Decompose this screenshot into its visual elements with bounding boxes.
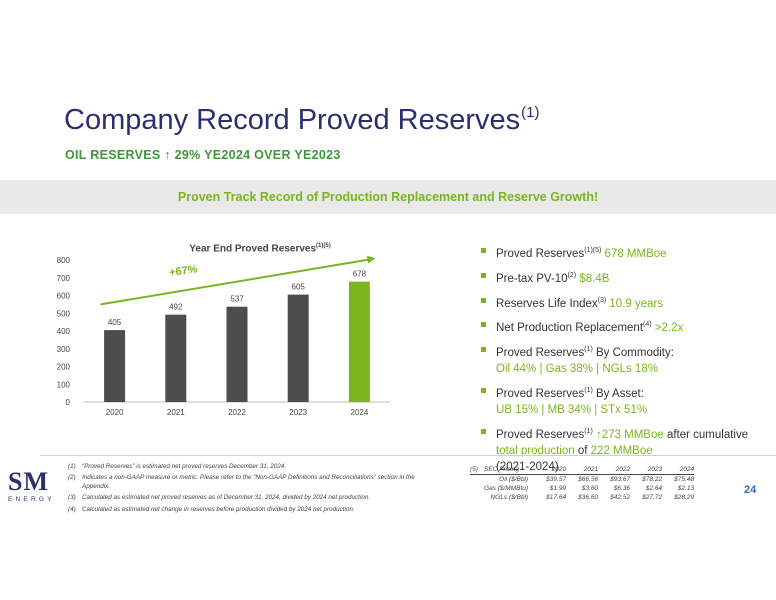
- footnote: (1) “Proved Reserves” is estimated net pr…: [68, 463, 287, 470]
- bar: [226, 306, 248, 402]
- x-tick-label: 2020: [106, 408, 124, 417]
- list-item: Proved Reserves(1) By Asset: UB 15% | MB…: [481, 383, 771, 418]
- x-tick-label: 2024: [351, 408, 369, 417]
- banner-text: Proven Track Record of Production Replac…: [177, 190, 599, 204]
- bar: [104, 330, 126, 402]
- list-item: Net Production Replacement(4) >2.2x: [481, 317, 771, 336]
- bar-value-label: 492: [169, 303, 183, 312]
- x-tick-label: 2023: [289, 408, 307, 417]
- footer-divider: [40, 455, 776, 456]
- table-row: Oil ($/Bbl) $39.57 $66.56 $93.67 $78.22 …: [499, 476, 695, 483]
- bar: [165, 314, 187, 402]
- y-tick-label: 600: [57, 292, 71, 301]
- bar: [287, 294, 309, 402]
- trend-line: [100, 258, 370, 306]
- highlight-banner: Proven Track Record of Production Replac…: [0, 180, 776, 214]
- bar: [348, 281, 370, 402]
- page-number: 24: [744, 484, 757, 496]
- table-row: Gas ($/MMBtu) $1.99 $3.60 $6.36 $2.64 $2…: [484, 485, 695, 492]
- page-title: Company Record Proved Reserves(1): [64, 104, 540, 136]
- footnote: (3) Calculated as estimated net proved re…: [68, 494, 371, 502]
- table-row: (5) SEC Pricing 2020 2021 2022 2023 2024: [470, 465, 695, 475]
- bar-value-label: 537: [230, 295, 244, 304]
- bar-value-label: 405: [108, 318, 122, 327]
- y-tick-label: 0: [66, 398, 71, 407]
- list-item: Pre-tax PV-10(2) $8.4B: [481, 268, 771, 287]
- footnotes: (1) “Proved Reserves” is estimated net pr…: [68, 463, 430, 517]
- y-tick-label: 200: [57, 363, 71, 372]
- chart-title: Year End Proved Reserves(1)(5): [189, 243, 331, 255]
- key-metrics-list: Proved Reserves(1)(5) 678 MMBoe Pre-tax …: [481, 243, 771, 481]
- y-tick-label: 500: [57, 309, 71, 318]
- footnote: (4) Calculated as estimated net change in…: [68, 505, 355, 513]
- sec-pricing-table: (5) SEC Pricing 2020 2021 2022 2023 2024…: [470, 465, 695, 502]
- trend-label: +67%: [168, 263, 198, 279]
- title-footnote: (1): [521, 104, 540, 121]
- proved-reserves-bar-chart: 0 100 200 300 400 500 600 700 800 405 2020 492 2021 5…: [57, 255, 390, 417]
- list-item: Reserves Life Index(3) 10.9 years: [481, 293, 771, 312]
- y-tick-label: 100: [57, 380, 71, 389]
- chart-title-footnote: (1)(5): [316, 243, 331, 249]
- footnote: (2) Indicates a non-GAAP measure or metri…: [68, 474, 415, 490]
- trend-arrowhead: [366, 255, 376, 264]
- x-tick-label: 2021: [167, 408, 185, 417]
- y-tick-label: 400: [57, 327, 71, 336]
- list-item: Proved Reserves(1) By Commodity: Oil 44%…: [481, 342, 771, 377]
- table-row: NGLs ($/Bbl) $17.64 $36.60 $42.52 $27.72…: [490, 494, 695, 501]
- bar-value-label: 605: [292, 283, 306, 292]
- sm-energy-logo: SM ENERGY: [8, 467, 55, 504]
- y-tick-label: 300: [57, 345, 71, 354]
- y-tick-label: 800: [57, 256, 71, 265]
- bar-value-label: 678: [353, 270, 367, 279]
- x-tick-label: 2022: [228, 408, 246, 417]
- list-item: Proved Reserves(1)(5) 678 MMBoe: [481, 243, 771, 262]
- page-subtitle: OIL RESERVES ↑ 29% YE2024 OVER YE2023: [65, 148, 341, 162]
- y-tick-label: 700: [57, 274, 71, 283]
